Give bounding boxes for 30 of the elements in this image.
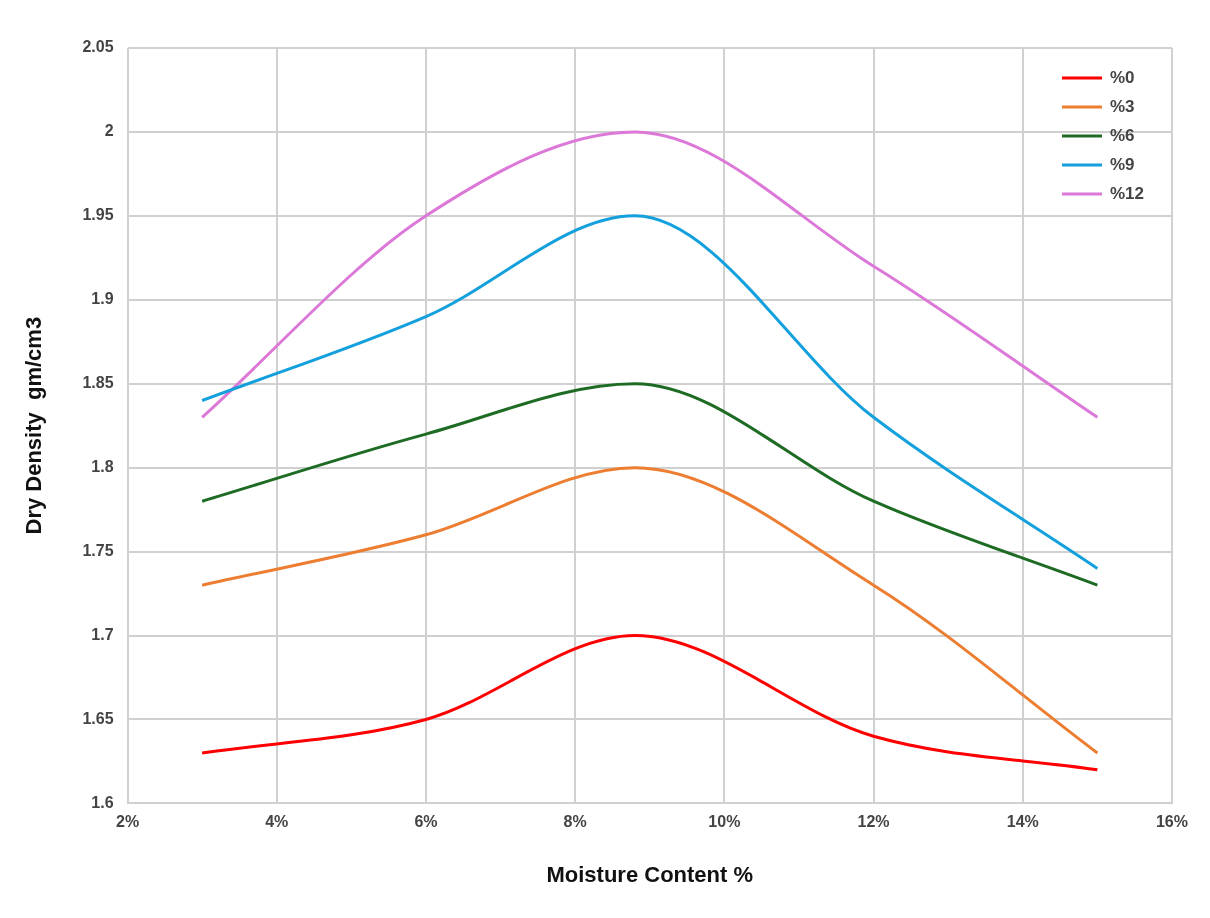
legend-label: %6 <box>1109 125 1135 145</box>
legend-label: %0 <box>1109 67 1135 87</box>
x-axis-title: Moisture Content % <box>546 861 754 887</box>
line-series <box>200 634 1099 772</box>
legend-label: %3 <box>1109 96 1135 116</box>
y-tick-label: 1.9 <box>91 290 114 308</box>
x-tick-label: 6% <box>414 813 438 831</box>
y-tick-label: 1.6 <box>91 793 114 811</box>
y-tick-label: 2 <box>104 122 114 140</box>
x-tick-label: 14% <box>1006 813 1039 831</box>
y-axis-title: Dry Density gm/cm3 <box>21 316 47 535</box>
y-tick-label: 1.95 <box>82 206 114 224</box>
y-tick-label: 1.7 <box>91 625 114 643</box>
y-tick-label: 1.85 <box>82 374 114 392</box>
legend-label: %9 <box>1109 154 1135 174</box>
x-tick-label: 8% <box>563 813 587 831</box>
legend-label: %12 <box>1109 183 1145 203</box>
x-tick-label: 2% <box>115 813 140 831</box>
line-series <box>200 130 1099 419</box>
x-tick-label: 16% <box>1155 813 1188 831</box>
y-tick-label: 1.8 <box>91 458 114 476</box>
y-tick-label: 1.65 <box>82 709 114 727</box>
y-tick-label: 1.75 <box>82 542 114 560</box>
x-tick-label: 4% <box>265 813 289 831</box>
x-tick-label: 10% <box>708 813 741 831</box>
line-series <box>200 214 1099 570</box>
line-series <box>200 382 1099 587</box>
x-tick-label: 12% <box>857 813 890 831</box>
line-series <box>200 466 1099 755</box>
y-tick-label: 2.05 <box>82 38 114 56</box>
